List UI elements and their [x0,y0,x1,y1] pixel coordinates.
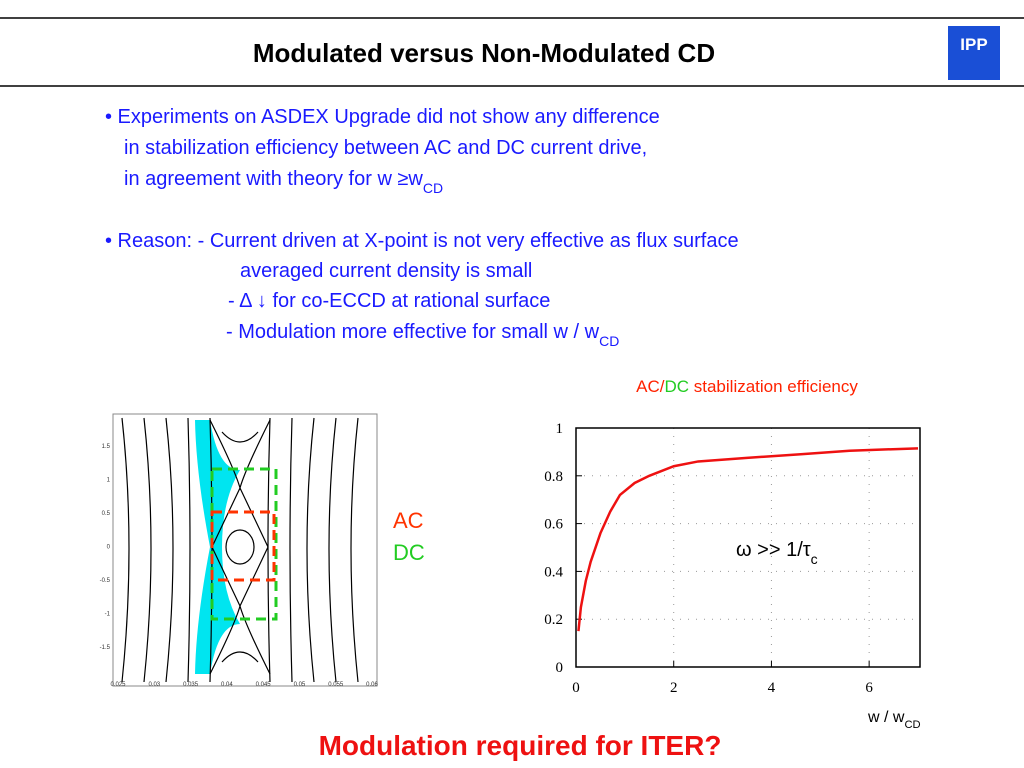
contour-x-tick-label: 0.045 [256,682,272,688]
bullet-line: averaged current density is small [240,260,532,282]
y-tick-label: 0.2 [544,612,563,628]
bullet-line: in agreement with theory for w ≥wCD [124,168,443,196]
contour-x-tick-label: 0.03 [148,682,160,688]
bullet-line-main: - Δ ↓ for co-ECCD at rational surface [228,290,550,312]
contour-line [187,417,191,683]
y-tick-label: 0.4 [544,564,563,580]
contour-line [328,417,337,683]
y-tick-label: 0.6 [544,517,563,533]
bullet-line-main: - Modulation more effective for small w … [226,321,600,343]
bullet-line-main: in stabilization efficiency between AC a… [124,137,647,159]
contour-x-tick-label: 0.025 [110,682,126,688]
x-axis-label-main: w / w [867,709,905,726]
contour-line [350,417,359,683]
plot-frame [112,413,378,687]
contour-line [121,417,130,683]
contour-y-tick-label: 0.5 [102,511,111,517]
contour-x-tick-label: 0.035 [183,682,199,688]
contour-line [221,431,259,663]
bullet-line-main: • Reason: - Current driven at X-point is… [105,230,739,252]
contour-y-tick-label: -1 [105,612,111,618]
contour-line [306,417,315,683]
annotation-main: ω >> 1/τ [736,539,811,561]
chart-title-part: stabilization efficiency [689,377,858,396]
y-tick-label: 0 [556,660,564,676]
bullet-line: • Experiments on ASDEX Upgrade did not s… [105,106,660,128]
ac-box [210,510,276,582]
bullet-line-main: in agreement with theory for w ≥w [124,168,423,190]
x-axis-label-sub: CD [904,719,920,731]
contour-line [165,417,174,683]
data-line [577,447,919,632]
contour-y-tick-label: 1 [107,478,111,484]
annotation-sub: c [811,551,818,567]
contour-y-tick-label: -0.5 [100,578,111,584]
contour-y-tick-label: 1.5 [102,444,111,450]
x-tick-label: 6 [865,680,873,696]
contour-line [289,417,293,683]
x-tick-label: 2 [670,680,678,696]
contour-y-tick-label: 0 [107,545,111,551]
legend-entry: DC [393,540,425,565]
x-axis-label: w / wCD [867,709,921,731]
bullet-line: - Δ ↓ for co-ECCD at rational surface [228,290,550,312]
contour-line [267,417,271,683]
bullet-line-main: • Experiments on ASDEX Upgrade did not s… [105,106,660,128]
y-tick-label: 0.8 [544,469,563,485]
separatrix [209,419,271,675]
legend-entry: AC [393,508,424,533]
contour-line [209,417,213,683]
contour-x-tick-label: 0.055 [328,682,344,688]
contour-x-tick-label: 0.04 [221,682,233,688]
x-tick-label: 0 [572,680,580,696]
bullet-line: - Modulation more effective for small w … [226,321,619,349]
conclusion: Modulation required for ITER? [319,730,722,761]
chart-title-part: AC/ [636,377,665,396]
contour-line [225,529,255,565]
bullet-line: • Reason: - Current driven at X-point is… [105,230,739,252]
x-tick-label: 4 [768,680,776,696]
plot-frame [575,427,921,668]
bullet-line: in stabilization efficiency between AC a… [124,137,647,159]
chart-title: AC/DC stabilization efficiency [636,377,858,396]
island-band [195,420,240,674]
bullet-line-sub: CD [599,333,619,349]
contour-x-tick-label: 0.05 [294,682,306,688]
annotation: ω >> 1/τc [736,539,818,567]
bullet-line-sub: CD [423,180,443,196]
y-tick-label: 1 [556,421,564,437]
contour-y-tick-label: -1.5 [100,645,111,651]
chart-title-part: DC [664,377,689,396]
contour-plot [112,413,378,687]
contour-x-tick-label: 0.06 [366,682,378,688]
slide-title: Modulated versus Non-Modulated CD [253,38,715,68]
contour-line [143,417,152,683]
logo-text: IPP [960,35,987,54]
bullet-line-main: averaged current density is small [240,260,532,282]
logo [948,26,1000,80]
